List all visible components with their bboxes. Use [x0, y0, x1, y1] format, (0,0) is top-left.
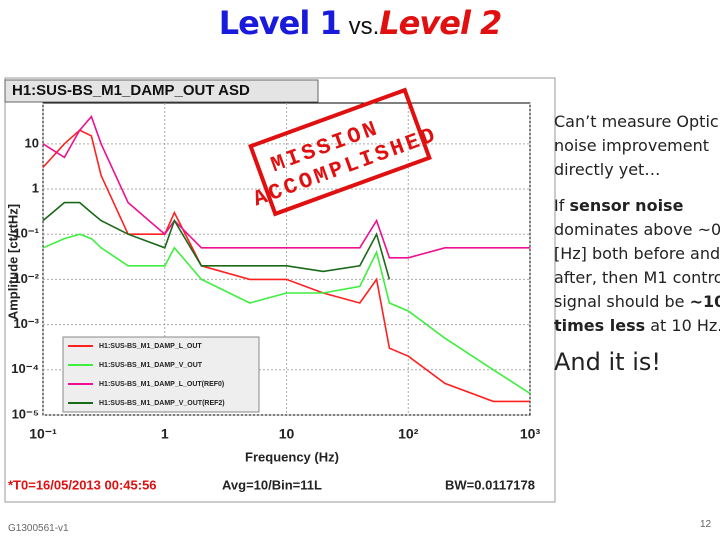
x-tick-label: 10³ — [520, 426, 541, 442]
x-tick-label: 10² — [398, 426, 419, 442]
note-run: at 10 Hz. — [645, 316, 720, 335]
x-tick-label: 10 — [279, 426, 295, 442]
legend-box — [62, 336, 260, 413]
title-bar — [4, 79, 319, 103]
title-part: vs. — [348, 13, 380, 40]
slide-title: Level 1 vs.Level 2 — [0, 4, 720, 42]
note-run: sensor noise — [569, 196, 684, 215]
legend-label: H1:SUS-BS_M1_DAMP_V_OUT — [99, 362, 203, 369]
series-line — [42, 201, 391, 280]
note-run: dominates above ~0.5 [Hz] both before an… — [554, 220, 720, 311]
chart-title: H1:SUS-BS_M1_DAMP_OUT ASD — [12, 82, 250, 99]
x-axis-label: Frequency (Hz) — [245, 449, 339, 464]
title-part: Level 1 — [218, 4, 342, 42]
info-text: *T0=16/05/2013 00:45:56 — [8, 477, 157, 492]
series-line — [42, 115, 530, 259]
note: Can’t measure Optic noise improvement di… — [554, 112, 719, 179]
y-axis-label: Amplitude [ct/rtHz] — [5, 204, 20, 320]
note: If sensor noise dominates above ~0.5 [Hz… — [554, 194, 720, 338]
x-tick-label: 10⁻¹ — [29, 426, 57, 442]
title-part: Level 2 — [379, 4, 502, 42]
y-tick-label: 10⁻¹ — [13, 226, 39, 241]
legend-label: H1:SUS-BS_M1_DAMP_L_OUT(REF0) — [99, 381, 224, 388]
y-tick-label: 10⁻³ — [13, 316, 39, 331]
note: And it is! — [554, 348, 661, 376]
doc-id: G1300561-v1 — [8, 523, 69, 534]
series-line — [42, 129, 530, 403]
info-text: BW=0.0117178 — [445, 477, 535, 492]
page-number: 12 — [700, 519, 712, 530]
chart: H1:SUS-BS_M1_DAMP_OUT ASD Frequency (Hz)… — [4, 77, 556, 503]
legend-label: H1:SUS-BS_M1_DAMP_V_OUT(REF2) — [99, 400, 225, 407]
note-run: If — [554, 196, 570, 215]
series-line — [42, 233, 531, 395]
notes: Can’t measure Optic noise improvement di… — [554, 110, 720, 386]
note-run: ~100 times less — [554, 292, 720, 335]
y-tick-label: 10 — [25, 135, 39, 150]
x-tick-label: 1 — [161, 426, 169, 442]
y-tick-label: 10⁻⁴ — [11, 361, 39, 376]
y-tick-label: 1 — [32, 180, 39, 195]
info-text: Avg=10/Bin=11L — [222, 477, 322, 492]
stamp-frame — [248, 87, 432, 217]
legend-label: H1:SUS-BS_M1_DAMP_L_OUT — [99, 343, 202, 350]
y-tick-label: 10⁻² — [13, 271, 39, 286]
y-tick-label: 10⁻⁵ — [12, 406, 39, 421]
